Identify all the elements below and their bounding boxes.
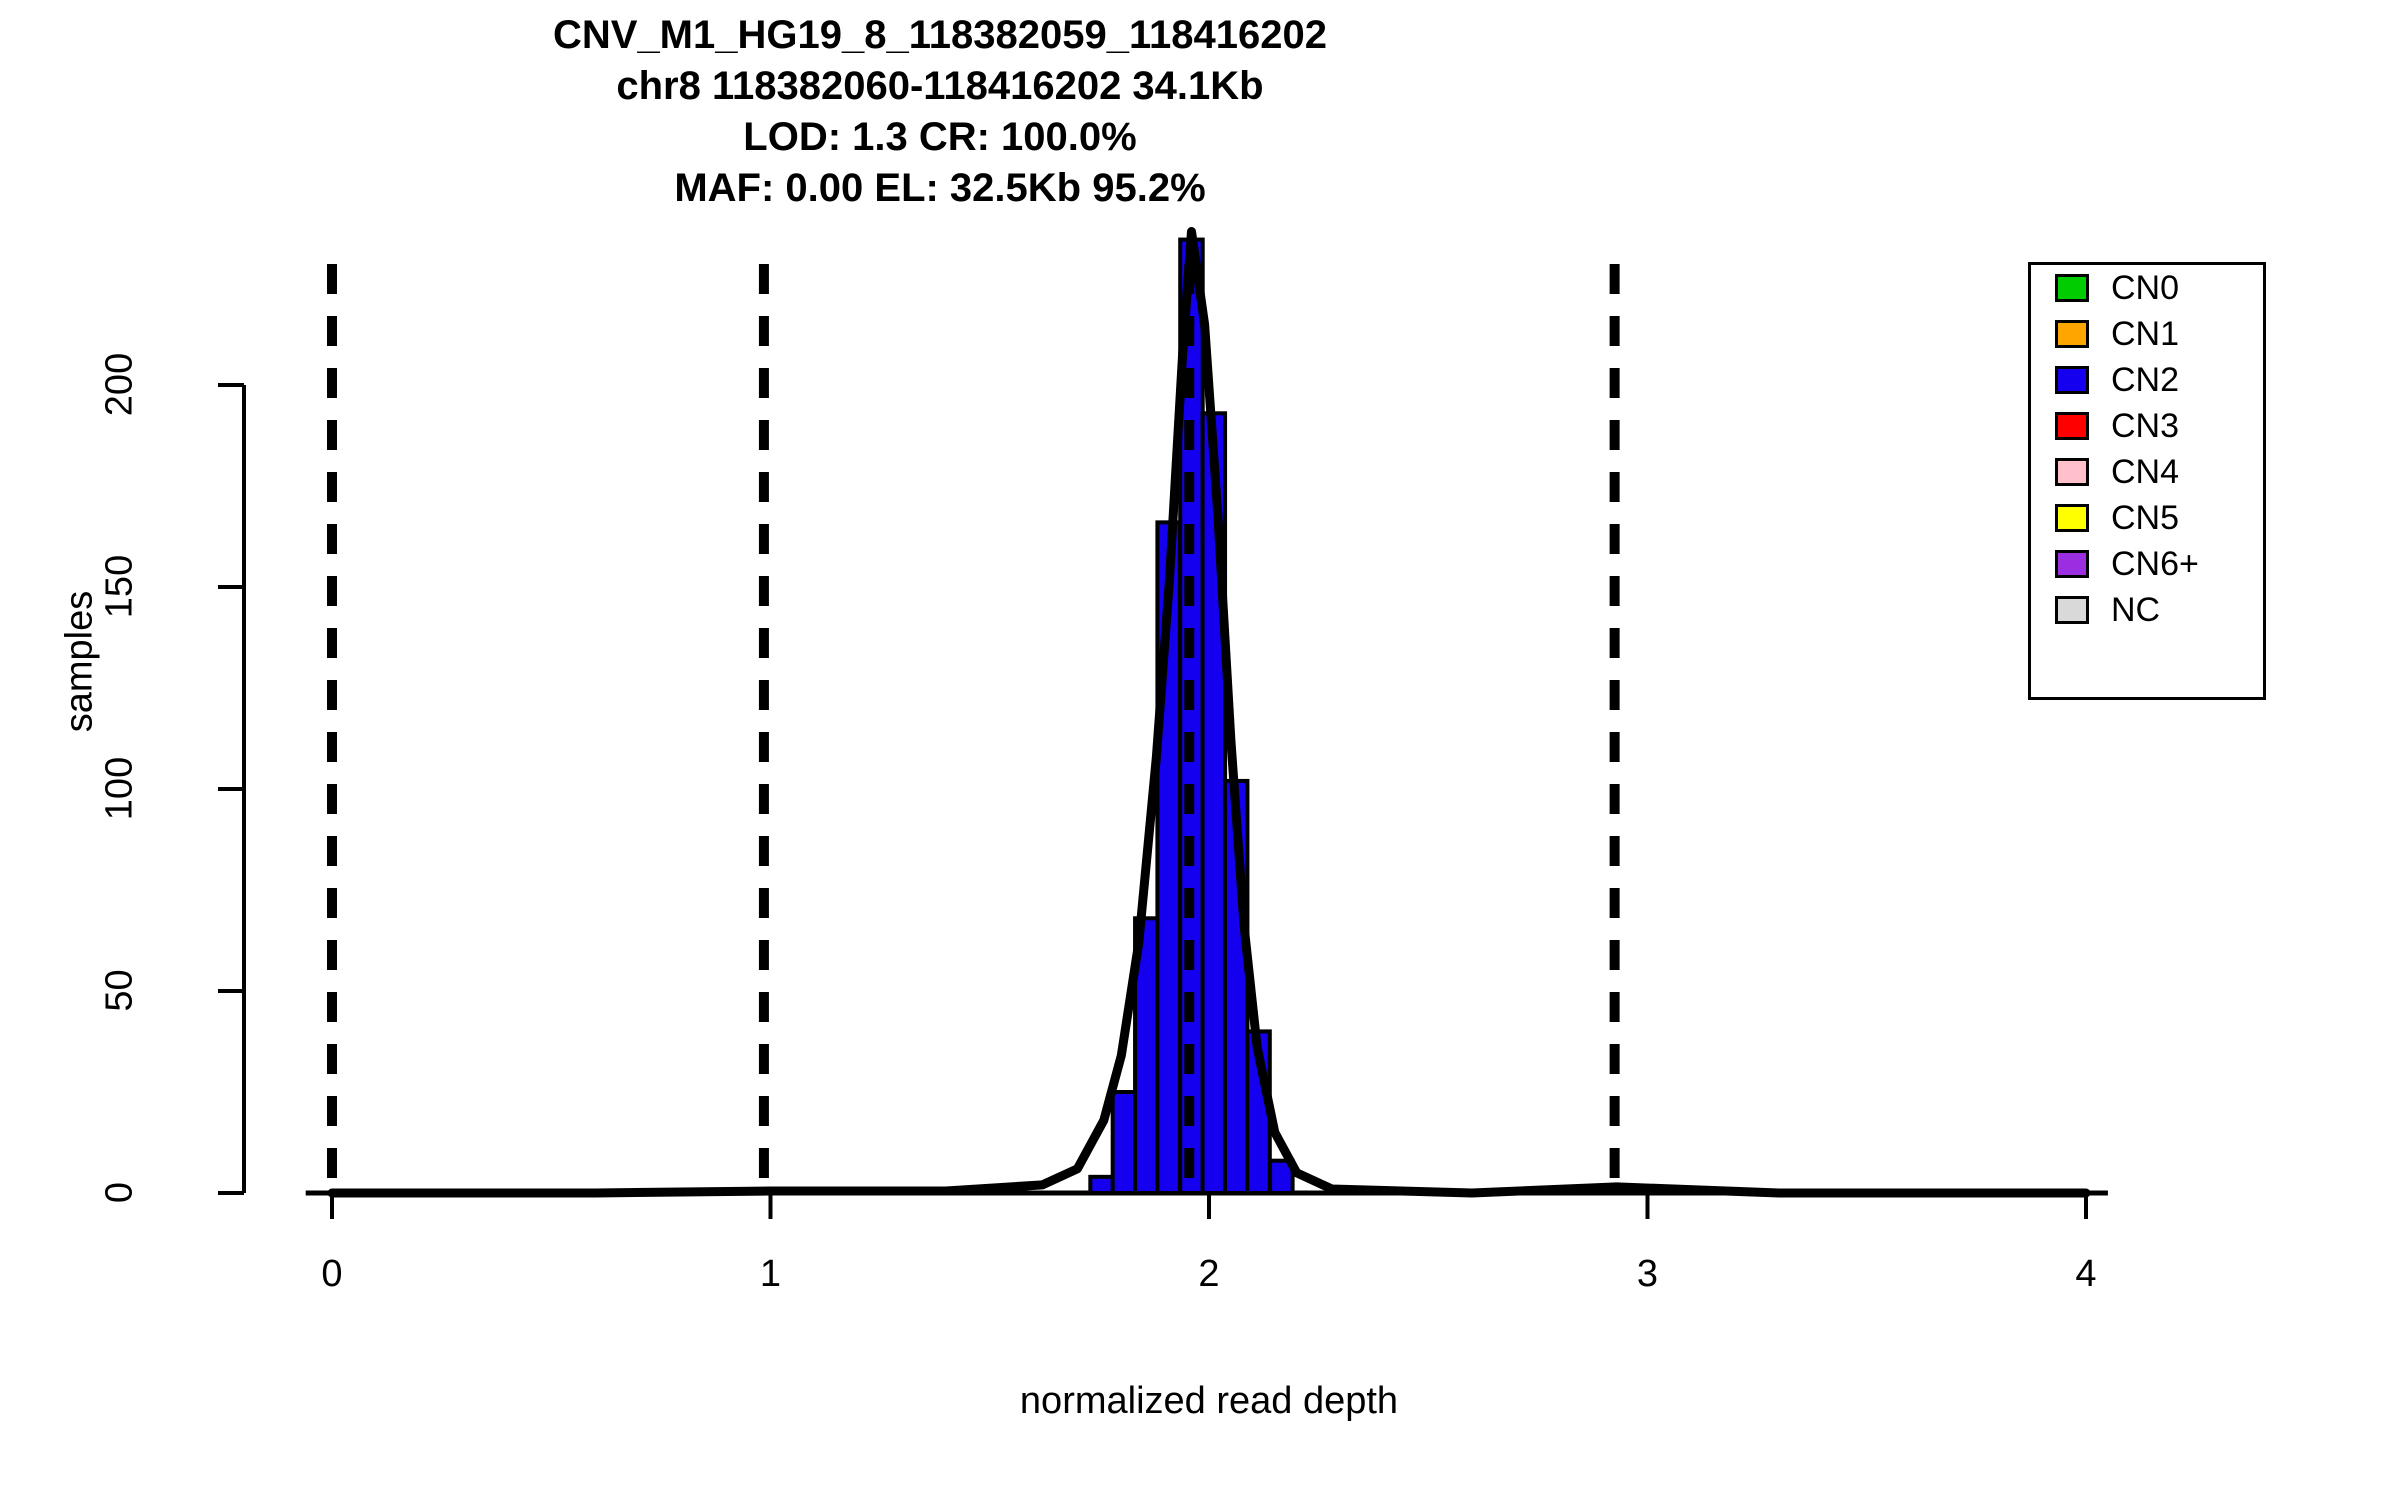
legend-item-cn4: CN4 (2055, 449, 2263, 495)
density-curve (327, 227, 2091, 1198)
y-tick-label: 150 (98, 554, 141, 619)
legend-swatch-icon (2055, 504, 2089, 532)
legend-label: CN3 (2111, 407, 2180, 445)
legend-item-cn0: CN0 (2055, 265, 2263, 311)
histogram-bar (1268, 1158, 1295, 1196)
legend-label: CN5 (2111, 499, 2180, 537)
y-axis-label: samples (58, 590, 101, 733)
y-tick-label: 100 (98, 756, 141, 821)
title-line-4: MAF: 0.00 EL: 32.5Kb 95.2% (674, 166, 1206, 210)
x-axis-label: normalized read depth (1019, 1380, 1399, 1422)
title-line-3: LOD: 1.3 CR: 100.0% (743, 115, 1137, 159)
legend-swatch-icon (2055, 320, 2089, 348)
legend-label: CN1 (2111, 315, 2180, 353)
legend-swatch-icon (2055, 458, 2089, 486)
legend-label: CN6+ (2111, 545, 2199, 583)
chart-title: CNV_M1_HG19_8_118382059_118416202 chr8 1… (0, 10, 1880, 214)
legend-swatch-icon (2055, 596, 2089, 624)
legend-swatch-icon (2055, 412, 2089, 440)
legend-swatch-icon (2055, 274, 2089, 302)
x-tick-label: 1 (759, 1253, 782, 1295)
x-tick-label: 2 (1198, 1253, 1220, 1295)
x-tick-label: 3 (1636, 1253, 1659, 1295)
histogram-bar (1110, 1090, 1138, 1195)
title-line-2: chr8 118382060-118416202 34.1Kb (616, 64, 1264, 108)
legend-label: CN0 (2111, 269, 2180, 307)
y-tick-label: 200 (98, 352, 141, 417)
title-line-1: CNV_M1_HG19_8_118382059_118416202 (552, 13, 1327, 57)
legend-swatch-icon (2055, 366, 2089, 394)
legend: CN0 CN1 CN2 CN3 CN4 CN5 CN6+ NC (2028, 262, 2266, 700)
legend-item-nc: NC (2055, 587, 2263, 633)
legend-swatch-icon (2055, 550, 2089, 578)
legend-item-cn1: CN1 (2055, 311, 2263, 357)
legend-label: CN4 (2111, 453, 2180, 491)
x-tick-label: 0 (321, 1253, 343, 1295)
legend-label: CN2 (2111, 361, 2180, 399)
legend-item-cn3: CN3 (2055, 403, 2263, 449)
legend-item-cn5: CN5 (2055, 495, 2263, 541)
legend-label: NC (2111, 591, 2161, 629)
y-tick-label: 0 (98, 1181, 141, 1204)
legend-item-cn2: CN2 (2055, 357, 2263, 403)
legend-item-cn6plus: CN6+ (2055, 541, 2263, 587)
x-tick-label: 4 (2075, 1253, 2097, 1295)
y-tick-label: 50 (98, 969, 141, 1012)
histogram-bar (1088, 1174, 1115, 1195)
